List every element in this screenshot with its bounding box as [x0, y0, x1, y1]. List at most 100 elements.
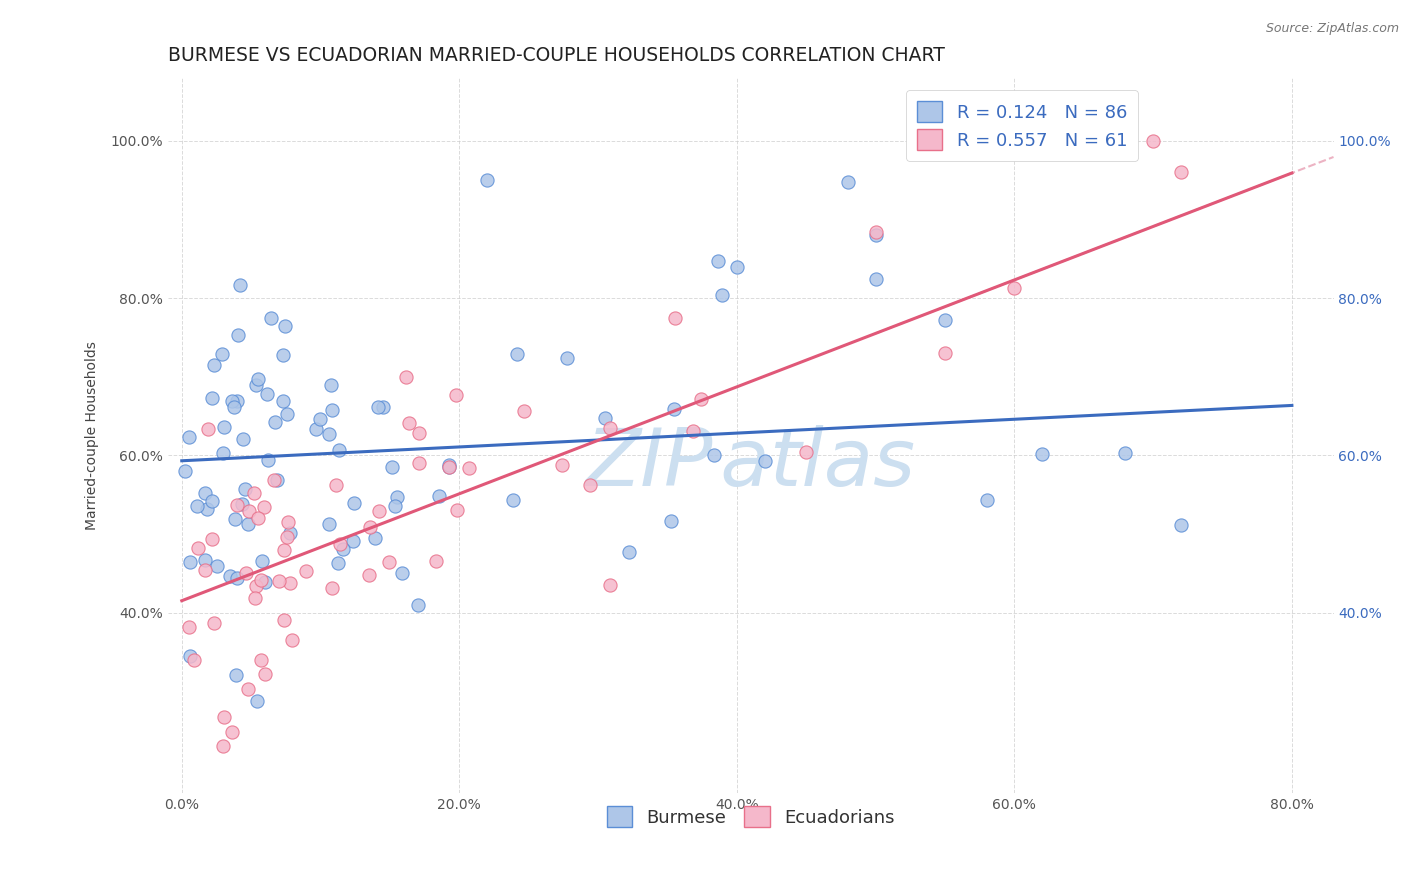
Point [231, 497, 253, 511]
Point [233, 482, 256, 496]
Point [266, 473, 288, 487]
Point [662, 402, 685, 417]
Point [384, 499, 406, 513]
Point [837, 175, 859, 189]
Point [254, 575, 277, 590]
Point [276, 408, 298, 422]
Point [232, 433, 254, 447]
Point [398, 416, 420, 430]
Point [381, 459, 404, 474]
Point [256, 386, 278, 401]
Point [707, 254, 730, 268]
Point [173, 464, 195, 478]
Point [267, 574, 290, 588]
Point [205, 558, 228, 573]
Point [194, 486, 217, 500]
Point [321, 581, 343, 595]
Point [222, 400, 245, 414]
Point [249, 574, 271, 588]
Point [294, 564, 316, 578]
Point [179, 649, 201, 664]
Point [200, 391, 222, 405]
Point [211, 347, 233, 361]
Point [226, 499, 249, 513]
Point [212, 446, 235, 460]
Point [364, 531, 387, 545]
Point [1142, 134, 1164, 148]
Point [229, 277, 252, 292]
Point [444, 388, 467, 402]
Point [385, 490, 408, 504]
Point [512, 404, 534, 418]
Point [326, 556, 349, 570]
Point [427, 489, 450, 503]
Point [367, 400, 389, 414]
Point [245, 578, 267, 592]
Point [212, 709, 235, 723]
Point [408, 456, 430, 470]
Point [359, 519, 381, 533]
Point [934, 313, 956, 327]
Point [274, 318, 297, 333]
Point [177, 619, 200, 633]
Point [319, 378, 342, 392]
Point [343, 496, 366, 510]
Point [367, 504, 389, 518]
Point [329, 537, 352, 551]
Point [865, 228, 887, 243]
Point [225, 667, 247, 681]
Point [193, 552, 215, 566]
Legend: Burmese, Ecuadorians: Burmese, Ecuadorians [599, 799, 901, 834]
Point [263, 415, 285, 429]
Point [934, 346, 956, 360]
Point [321, 402, 343, 417]
Point [1170, 518, 1192, 533]
Point [253, 500, 276, 514]
Point [682, 424, 704, 438]
Point [254, 667, 277, 681]
Point [408, 598, 430, 612]
Point [236, 681, 259, 696]
Point [328, 442, 350, 457]
Point [318, 426, 340, 441]
Point [865, 225, 887, 239]
Point [179, 556, 201, 570]
Point [201, 532, 224, 546]
Point [659, 514, 682, 528]
Point [754, 454, 776, 468]
Point [271, 393, 294, 408]
Point [194, 563, 217, 577]
Point [273, 542, 295, 557]
Point [201, 494, 224, 508]
Point [408, 425, 430, 440]
Point [186, 499, 208, 513]
Point [260, 310, 283, 325]
Y-axis label: Married-couple Households: Married-couple Households [86, 341, 100, 530]
Point [342, 533, 364, 548]
Point [794, 445, 817, 459]
Point [976, 492, 998, 507]
Point [305, 422, 328, 436]
Point [865, 272, 887, 286]
Point [359, 568, 381, 582]
Point [593, 411, 616, 425]
Point [1170, 165, 1192, 179]
Point [502, 492, 524, 507]
Point [1114, 446, 1136, 460]
Text: ZIP atlas: ZIP atlas [586, 425, 915, 503]
Point [395, 370, 418, 384]
Point [211, 739, 233, 754]
Point [711, 288, 734, 302]
Point [446, 503, 468, 517]
Point [318, 516, 340, 531]
Point [224, 512, 246, 526]
Point [599, 578, 621, 592]
Text: Source: ZipAtlas.com: Source: ZipAtlas.com [1265, 22, 1399, 36]
Point [202, 616, 225, 631]
Point [221, 394, 243, 409]
Point [197, 421, 219, 435]
Point [245, 378, 267, 392]
Point [277, 516, 299, 530]
Point [257, 453, 280, 467]
Point [243, 486, 266, 500]
